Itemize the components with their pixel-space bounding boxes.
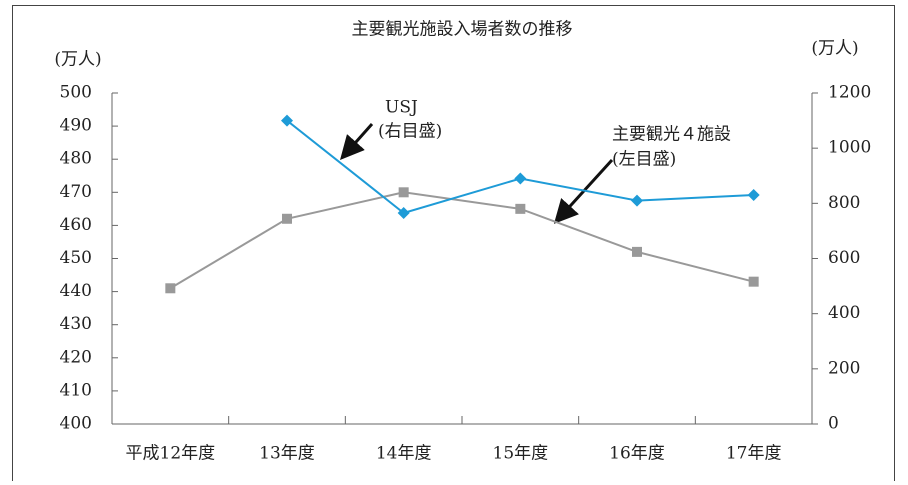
x-tick-label: 16年度 — [609, 444, 665, 464]
x-tick-label: 17年度 — [726, 444, 782, 464]
y-tick-label: 470 — [60, 182, 92, 202]
point — [281, 114, 293, 127]
annotation: (左目盛) — [612, 150, 676, 170]
point — [515, 203, 526, 214]
y-tick-label: 490 — [60, 116, 92, 136]
y-tick-label: 460 — [60, 215, 92, 235]
y2-tick-label: 800 — [828, 193, 860, 213]
annotation-arrow — [553, 158, 614, 224]
chart-title: 主要観光施設入場者数の推移 — [352, 20, 573, 40]
y2-tick-label: 200 — [828, 358, 860, 378]
point — [398, 187, 409, 198]
y2-tick-label: 1200 — [828, 83, 871, 103]
y-tick-label: 500 — [60, 83, 92, 103]
point — [165, 283, 176, 294]
annotation: (右目盛) — [378, 122, 442, 142]
y-tick-label: 410 — [60, 380, 92, 400]
y2-tick-label: 400 — [828, 303, 860, 323]
y-tick-label: 420 — [60, 347, 92, 367]
annotation-arrow — [340, 123, 374, 160]
y-axis-label: (万人) — [54, 50, 101, 70]
y-tick-label: 480 — [60, 149, 92, 169]
x-tick-label: 14年度 — [376, 444, 432, 464]
point — [748, 276, 759, 287]
point — [632, 246, 642, 257]
series-line — [169, 191, 754, 290]
x-tick-label: 平成12年度 — [126, 444, 216, 464]
x-tick-label: 15年度 — [493, 444, 549, 464]
annotation: 主要観光４施設 — [612, 125, 731, 145]
y2-tick-label: 0 — [828, 414, 839, 434]
y-tick-label: 400 — [60, 414, 92, 434]
x-tick-label: 13年度 — [259, 444, 315, 464]
point — [282, 213, 292, 224]
point — [514, 172, 527, 185]
point — [631, 194, 643, 207]
y-tick-label: 450 — [60, 248, 92, 268]
point — [747, 189, 760, 202]
y2-tick-label: 1000 — [828, 138, 871, 158]
y2-tick-label: 600 — [828, 248, 860, 268]
annotation: USJ — [385, 98, 418, 118]
point — [397, 206, 410, 219]
y-tick-label: 440 — [60, 281, 92, 301]
y-tick-label: 430 — [60, 314, 92, 334]
y2-axis-label: (万人) — [811, 39, 858, 59]
frame — [12, 5, 895, 485]
